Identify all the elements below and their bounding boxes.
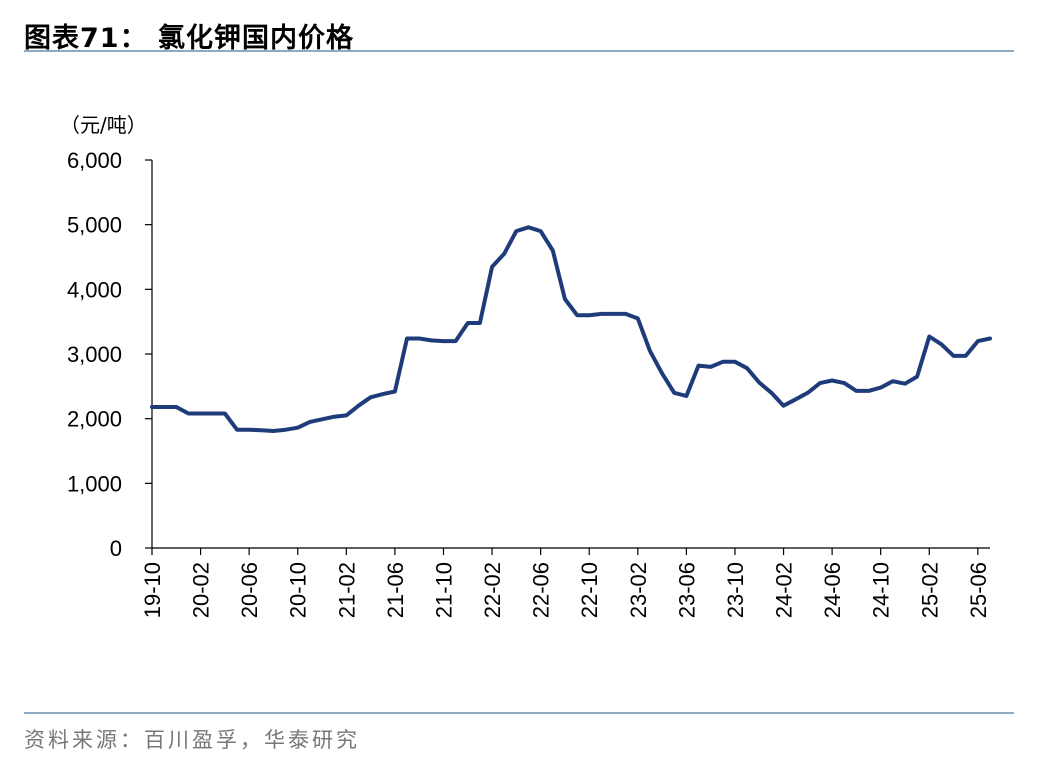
x-tick-label: 24-06	[820, 562, 845, 618]
x-axis-ticks: 19-10 20-02 20-06 20-10 21-02 21-06 21-10 22-02…	[140, 548, 991, 618]
header-divider	[24, 50, 1014, 52]
x-tick-label: 22-10	[577, 562, 602, 618]
x-tick-label: 24-02	[772, 562, 797, 618]
x-tick-label: 23-02	[626, 562, 651, 618]
x-tick-label: 20-02	[189, 562, 214, 618]
series-line-0	[150, 225, 992, 433]
x-tick-label: 20-10	[286, 562, 311, 618]
x-tick-label: 21-10	[431, 562, 456, 618]
y-tick-label: 6,000	[67, 148, 122, 173]
y-tick-label: 4,000	[67, 277, 122, 302]
y-tick-label: 1,000	[67, 471, 122, 496]
x-tick-label: 20-06	[237, 562, 262, 618]
x-tick-label: 25-02	[917, 562, 942, 618]
footer-divider	[24, 712, 1014, 714]
y-tick-label: 5,000	[67, 213, 122, 238]
figure-header: 图表71： 氯化钾国内价格	[24, 10, 1014, 54]
source-note: 资料来源：百川盈孚，华泰研究	[24, 728, 360, 752]
y-tick-label: 0	[110, 536, 122, 561]
y-axis-ticks: 0 1,000 2,000 3,000 4,000 5,000 6,000	[67, 148, 152, 561]
x-tick-label: 21-02	[334, 562, 359, 618]
x-tick-label: 22-06	[529, 562, 554, 618]
x-tick-label: 24-10	[869, 562, 894, 618]
x-tick-label: 25-06	[966, 562, 991, 618]
plot-area	[150, 225, 992, 433]
y-tick-label: 3,000	[67, 342, 122, 367]
y-tick-label: 2,000	[67, 407, 122, 432]
figure-title: 图表71： 氯化钾国内价格	[24, 23, 354, 54]
x-tick-label: 19-10	[140, 562, 165, 618]
y-axis-label: （元/吨）	[60, 113, 147, 137]
x-tick-label: 23-06	[674, 562, 699, 618]
x-tick-label: 21-06	[383, 562, 408, 618]
x-tick-label: 23-10	[723, 562, 748, 618]
x-tick-label: 22-02	[480, 562, 505, 618]
